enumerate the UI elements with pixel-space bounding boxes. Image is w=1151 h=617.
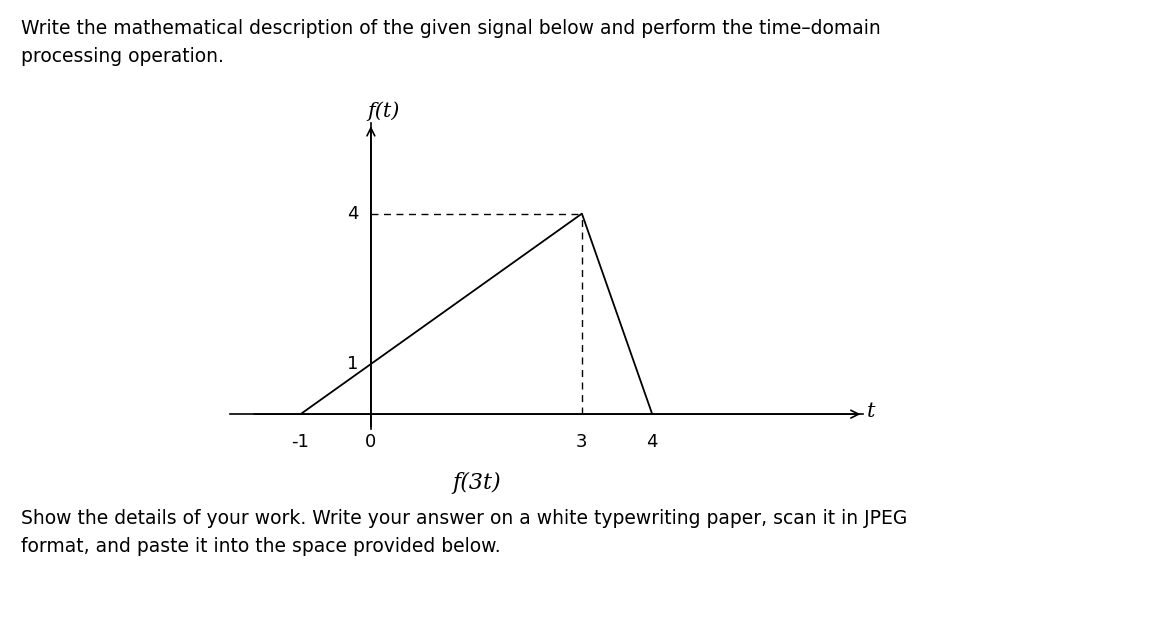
Text: 0: 0 — [365, 433, 376, 451]
Text: Write the mathematical description of the given signal below and perform the tim: Write the mathematical description of th… — [21, 19, 881, 65]
Text: f(t): f(t) — [367, 101, 399, 121]
Text: 4: 4 — [346, 205, 358, 223]
Text: -1: -1 — [291, 433, 310, 451]
Text: f(3t): f(3t) — [452, 472, 501, 494]
Text: Show the details of your work. Write your answer on a white typewriting paper, s: Show the details of your work. Write you… — [21, 509, 907, 556]
Text: 1: 1 — [346, 355, 358, 373]
Text: t: t — [867, 402, 875, 421]
Text: 3: 3 — [577, 433, 588, 451]
Text: 4: 4 — [647, 433, 658, 451]
